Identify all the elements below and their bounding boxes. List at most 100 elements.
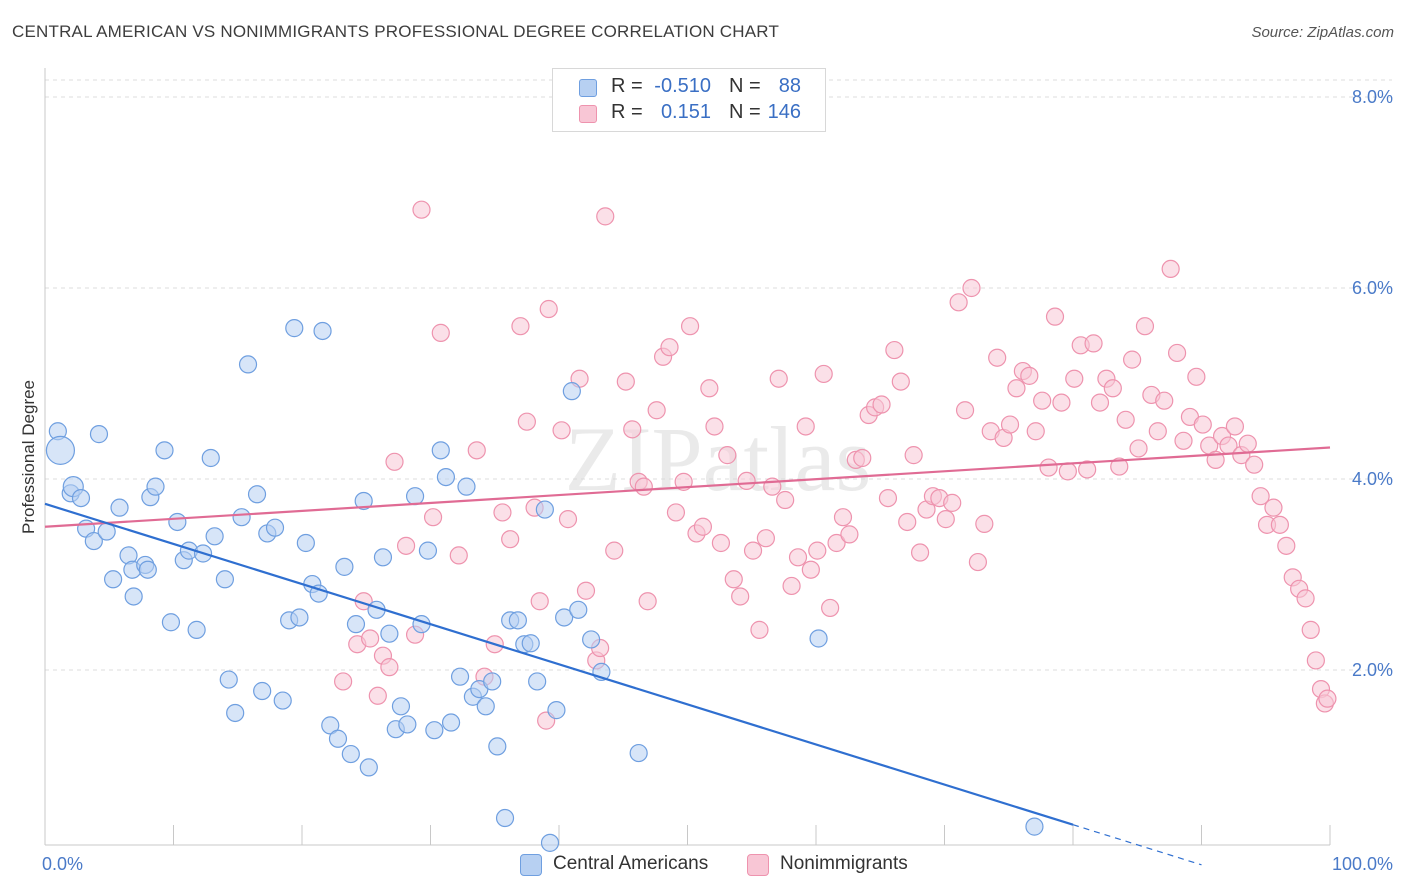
trend-line-nonimmigrants: [44, 446, 1331, 528]
data-point-central-americans: [457, 477, 476, 496]
data-point-nonimmigrants: [968, 552, 988, 572]
data-point-nonimmigrants: [693, 517, 713, 536]
data-point-central-americans: [313, 321, 332, 341]
data-point-nonimmigrants: [368, 686, 387, 705]
data-point-central-americans: [285, 319, 304, 338]
data-point-nonimmigrants: [943, 493, 962, 512]
data-point-nonimmigrants: [1007, 379, 1026, 398]
data-point-nonimmigrants: [1110, 457, 1129, 476]
legend-row-central-americans: R = -0.510 N = 88: [553, 75, 825, 101]
data-point-nonimmigrants: [1020, 366, 1039, 385]
data-point-nonimmigrants: [1174, 431, 1193, 450]
data-point-nonimmigrants: [891, 372, 910, 391]
data-point-nonimmigrants: [385, 452, 404, 471]
data-point-nonimmigrants: [616, 372, 635, 391]
data-point-central-americans: [436, 467, 456, 487]
data-point-nonimmigrants: [750, 620, 769, 639]
data-point-central-americans: [89, 425, 109, 444]
correlation-legend: R = -0.510 N = 88 R = 0.151 N = 146: [552, 68, 826, 132]
data-point-nonimmigrants: [530, 592, 549, 611]
data-point-nonimmigrants: [1245, 455, 1264, 474]
x-tick-label: 100.0%: [1332, 854, 1393, 874]
x-tick-label: 0.0%: [42, 854, 83, 874]
data-point-nonimmigrants: [638, 592, 657, 611]
data-point-nonimmigrants: [705, 417, 724, 436]
legend-swatch-blue: [520, 854, 542, 876]
data-point-central-americans: [528, 672, 547, 691]
data-point-central-americans: [483, 672, 502, 691]
data-point-central-americans: [582, 630, 601, 649]
trend-line-extension: [1072, 824, 1202, 866]
data-point-central-americans: [215, 570, 234, 589]
data-point-nonimmigrants: [1193, 415, 1212, 434]
data-point-nonimmigrants: [808, 541, 827, 560]
data-point-nonimmigrants: [1161, 259, 1180, 278]
data-point-nonimmigrants: [801, 560, 820, 579]
data-point-central-americans: [232, 508, 251, 527]
data-point-nonimmigrants: [1167, 343, 1187, 363]
data-point-nonimmigrants: [1116, 410, 1135, 429]
data-point-central-americans: [547, 701, 566, 720]
data-point-nonimmigrants: [853, 448, 872, 468]
data-point-nonimmigrants: [1187, 367, 1206, 386]
series-nonimmigrants: [334, 99, 1337, 730]
data-point-nonimmigrants: [962, 278, 981, 298]
data-point-central-americans: [629, 743, 648, 763]
data-point-nonimmigrants: [743, 541, 763, 560]
data-point-central-americans: [359, 758, 378, 777]
data-point-central-americans: [84, 531, 103, 551]
data-point-nonimmigrants: [1039, 458, 1058, 477]
legend-row-nonimmigrants: R = 0.151 N = 146: [553, 101, 825, 127]
data-point-central-americans: [273, 691, 292, 710]
data-point-central-americans: [1025, 817, 1044, 836]
data-point-nonimmigrants: [1251, 487, 1270, 506]
data-point-nonimmigrants: [718, 446, 737, 465]
data-point-central-americans: [431, 441, 450, 460]
y-tick-label: 4.0%: [1352, 469, 1393, 489]
trend-lines: [44, 446, 1331, 866]
data-point-nonimmigrants: [936, 510, 955, 529]
data-point-central-americans: [450, 667, 470, 686]
legend-swatch-pink: [747, 854, 769, 876]
data-point-central-americans: [146, 477, 165, 496]
data-point-nonimmigrants: [1155, 391, 1174, 410]
data-point-nonimmigrants: [711, 533, 731, 553]
data-point-nonimmigrants: [647, 401, 666, 420]
data-point-nonimmigrants: [634, 477, 653, 496]
data-point-nonimmigrants: [840, 525, 859, 544]
data-point-nonimmigrants: [788, 548, 808, 567]
data-point-central-americans: [110, 498, 129, 517]
data-point-nonimmigrants: [872, 395, 891, 414]
legend-n-label: N =: [729, 101, 761, 123]
data-point-central-americans: [321, 716, 340, 735]
data-point-nonimmigrants: [731, 587, 750, 606]
data-point-nonimmigrants: [796, 417, 815, 436]
data-point-nonimmigrants: [782, 576, 801, 596]
data-point-nonimmigrants: [724, 570, 743, 589]
data-point-central-americans: [521, 634, 540, 653]
data-point-central-americans: [161, 613, 181, 632]
legend-r-label: R =: [611, 75, 643, 97]
data-point-nonimmigrants: [361, 629, 380, 648]
data-point-nonimmigrants: [833, 508, 853, 527]
data-point-nonimmigrants: [1058, 462, 1077, 481]
data-point-central-americans: [495, 808, 515, 828]
data-point-nonimmigrants: [1065, 369, 1084, 388]
data-point-nonimmigrants: [334, 672, 353, 691]
data-point-nonimmigrants: [1318, 689, 1337, 708]
x-tick-labels: 0.0% 100.0%: [42, 854, 1393, 874]
data-point-nonimmigrants: [737, 471, 756, 491]
data-point-nonimmigrants: [1103, 379, 1122, 398]
data-point-central-americans: [508, 611, 527, 630]
legend-n-value: 88: [778, 75, 801, 97]
data-point-nonimmigrants: [1026, 422, 1045, 441]
data-point-nonimmigrants: [769, 369, 788, 388]
data-point-central-americans: [405, 487, 425, 506]
data-point-nonimmigrants: [576, 581, 596, 600]
y-tick-label: 8.0%: [1352, 87, 1393, 107]
data-point-central-americans: [205, 527, 224, 546]
data-point-nonimmigrants: [1277, 536, 1296, 555]
data-point-central-americans: [45, 435, 76, 465]
data-point-nonimmigrants: [493, 503, 512, 522]
